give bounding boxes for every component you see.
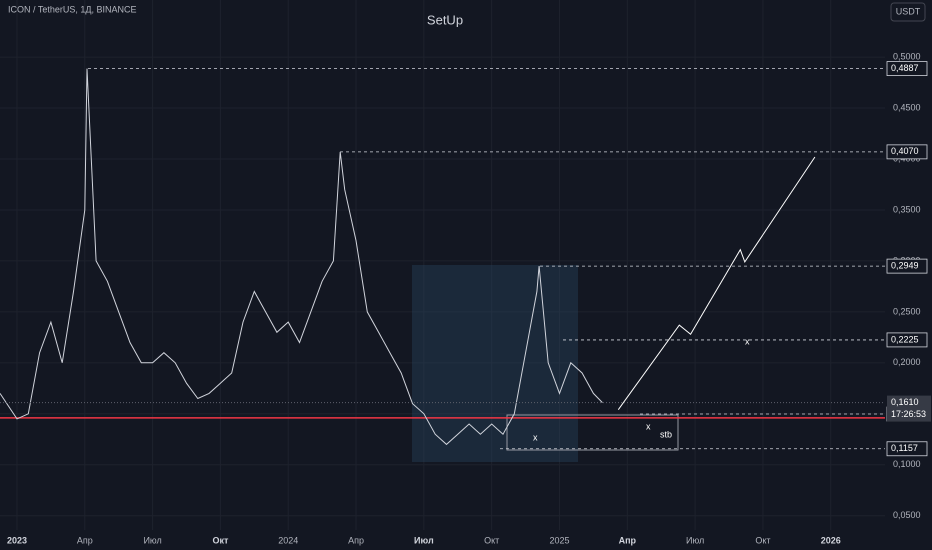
annotation: x <box>646 421 651 431</box>
y-tick-label: 0,2000 <box>893 357 921 367</box>
last-price-box <box>887 395 931 422</box>
x-tick-label: Окт <box>484 535 499 545</box>
level-label-box <box>886 144 928 160</box>
annotation: x <box>745 336 750 346</box>
projection-line <box>617 156 816 410</box>
annotation: stb <box>660 429 672 439</box>
y-tick-label: 0,3500 <box>893 204 921 214</box>
x-tick-label: 2025 <box>549 535 569 545</box>
x-tick-label: 2023 <box>7 535 27 545</box>
y-tick-label: 0,0500 <box>893 510 921 520</box>
x-tick-label: 2024 <box>278 535 298 545</box>
level-label: 0,1157 <box>891 443 918 453</box>
level-label-box <box>886 332 928 348</box>
level-label: 0,2949 <box>891 260 919 270</box>
y-tick-label: 0,5000 <box>893 51 921 61</box>
annotation: x <box>533 432 538 442</box>
level-label: 0,4887 <box>891 63 919 73</box>
level-label-box <box>886 258 928 274</box>
chart-title: SetUp <box>427 12 463 27</box>
x-tick-label: 2026 <box>821 535 841 545</box>
date-range-box <box>412 265 578 462</box>
x-tick-label: Апр <box>619 535 637 545</box>
level-label-box <box>886 441 928 457</box>
grid-layer <box>0 0 885 530</box>
x-tick-label: Окт <box>755 535 770 545</box>
price-line <box>0 68 603 446</box>
x-tick-label: Июл <box>143 535 161 545</box>
level-label: 0,4070 <box>891 146 919 156</box>
x-tick-label: Июл <box>414 535 434 545</box>
currency[interactable]: USDT <box>896 6 921 16</box>
y-tick-label: 0,1000 <box>893 459 921 469</box>
x-tick-label: Июл <box>686 535 704 545</box>
y-tick-label: 0,4500 <box>893 102 921 112</box>
y-tick-label: 0,2500 <box>893 306 921 316</box>
x-tick-label: Апр <box>348 535 364 545</box>
x-tick-label: Окт <box>212 535 229 545</box>
level-label: 0,2225 <box>891 334 919 344</box>
currency-box[interactable] <box>890 2 926 22</box>
countdown: 17:26:53 <box>891 409 926 419</box>
last-price-label: 0,1610 <box>891 397 919 407</box>
x-tick-label: Апр <box>77 535 93 545</box>
level-label-box <box>886 61 928 76</box>
symbol: ICON / TetherUS, 1Д, BINANCE <box>8 4 136 14</box>
setup-box <box>506 414 679 451</box>
